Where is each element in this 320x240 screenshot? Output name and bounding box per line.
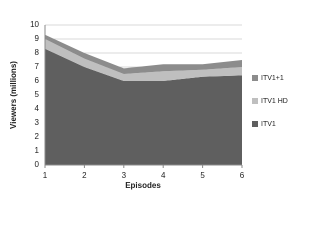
legend-label: ITV1+1	[261, 75, 284, 82]
y-tick-label: 5	[35, 90, 40, 99]
chart: Viewers (millions) Episodes 012345678910…	[9, 20, 288, 190]
legend-swatch	[252, 121, 258, 127]
legend-swatch	[252, 75, 258, 81]
y-tick-label: 2	[35, 132, 40, 141]
y-tick-label: 10	[30, 20, 39, 29]
area	[45, 48, 242, 165]
x-tick-label: 3	[122, 171, 127, 180]
area	[45, 39, 242, 81]
legend-label: ITV1	[261, 121, 276, 128]
y-tick-label: 4	[35, 104, 40, 113]
y-tick-label: 3	[35, 118, 40, 127]
x-tick-label: 1	[43, 171, 48, 180]
legend-swatch	[252, 98, 258, 104]
y-tick-label: 1	[35, 146, 40, 155]
x-tick-label: 6	[240, 171, 245, 180]
x-tick-label: 4	[161, 171, 166, 180]
y-tick-label: 7	[35, 62, 40, 71]
legend-label: ITV1 HD	[261, 98, 288, 105]
y-axis-label: Viewers (millions)	[9, 61, 18, 129]
y-tick-label: 6	[35, 76, 40, 85]
x-tick-label: 2	[82, 171, 87, 180]
y-tick-label: 0	[35, 160, 40, 169]
y-tick-label: 9	[35, 34, 40, 43]
area	[45, 34, 242, 74]
y-tick-label: 8	[35, 48, 40, 57]
x-axis-label: Episodes	[125, 181, 161, 190]
x-tick-label: 5	[200, 171, 205, 180]
